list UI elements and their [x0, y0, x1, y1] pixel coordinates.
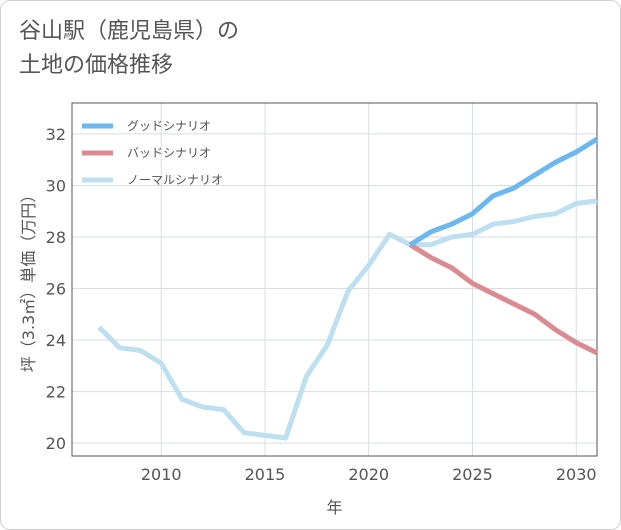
chart-title-line-1: 谷山駅（鹿児島県）の — [19, 19, 240, 44]
series-lines — [97, 136, 599, 441]
y-axis-title: 坪（3.3㎡）単価（万円） — [19, 187, 38, 372]
x-axis-title: 年 — [326, 498, 342, 517]
x-tick-label: 2030 — [556, 465, 597, 484]
y-tick-label: 30 — [46, 176, 66, 195]
grid-lines — [72, 103, 597, 456]
y-tick-label: 24 — [46, 331, 66, 350]
y-tick-label: 20 — [46, 434, 66, 453]
chart-title-line-2: 土地の価格推移 — [19, 53, 174, 78]
y-tick-label: 22 — [46, 383, 66, 402]
chart-title: 谷山駅（鹿児島県）の 土地の価格推移 — [19, 15, 239, 83]
series-line-2 — [97, 198, 598, 441]
y-tick-label: 26 — [46, 280, 66, 299]
plot-frame — [71, 102, 598, 457]
y-tick-label: 32 — [46, 125, 66, 144]
legend-label-2: ノーマルシナリオ — [127, 173, 223, 187]
x-tick-label: 2025 — [452, 465, 493, 484]
legend-label-0: グッドシナリオ — [127, 119, 211, 133]
y-tick-label: 28 — [46, 228, 66, 247]
x-tick-label: 2015 — [245, 465, 286, 484]
x-tick-label: 2010 — [141, 465, 182, 484]
y-tick-labels: 20 22 24 26 28 30 32 — [46, 125, 66, 453]
legend-label-1: バッドシナリオ — [127, 146, 211, 160]
series-line-1 — [408, 242, 599, 356]
x-tick-labels: 2010 2015 2020 2025 2030 — [141, 465, 597, 484]
x-tick-label: 2020 — [348, 465, 389, 484]
series-line-0 — [408, 136, 599, 247]
